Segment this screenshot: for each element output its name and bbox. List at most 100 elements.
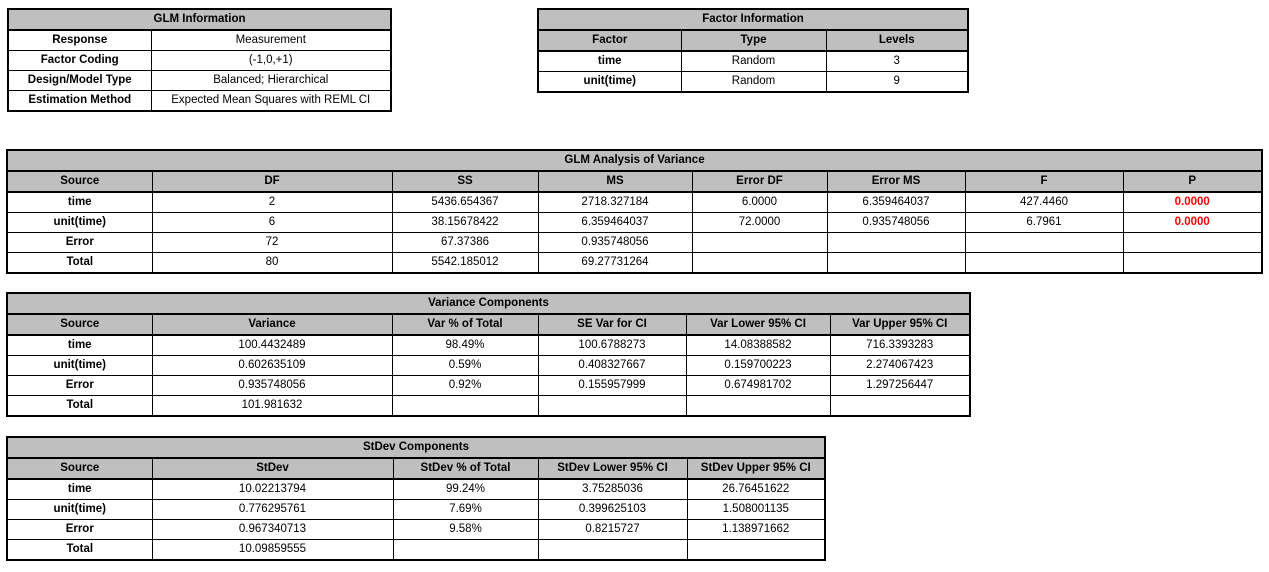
data-cell: Expected Mean Squares with REML CI [150, 90, 392, 112]
row-label-cell: unit(time) [6, 355, 153, 376]
data-cell [691, 232, 828, 253]
glm_anova-grid: GLM Analysis of Variance Source DF SS MS Erro… [6, 149, 1263, 274]
stdev_components-grid: StDev Components Source StDev StDev % of To… [6, 436, 826, 561]
factor_information-grid: Factor Information Factor Type Levels time Ra… [537, 8, 969, 93]
table-row: time 100.4432489 98.49% 100.6788273 14.08388… [6, 334, 971, 356]
data-cell: 0.967340713 [151, 519, 394, 540]
row-label-cell: time [6, 334, 153, 356]
data-cell: 0.0000 [1122, 191, 1263, 213]
data-cell [826, 232, 966, 253]
data-cell: 14.08388582 [685, 334, 831, 356]
data-cell: 1.138971662 [686, 519, 826, 540]
data-cell: 5542.185012 [391, 252, 539, 274]
column-header-cell: StDev [151, 457, 394, 480]
data-cell: 7.69% [392, 499, 539, 520]
data-cell: 1.297256447 [829, 375, 971, 396]
row-label-cell: Error [6, 375, 153, 396]
row-label-cell: time [6, 191, 153, 213]
data-cell: 0.59% [391, 355, 539, 376]
data-cell: 2718.327184 [537, 191, 693, 213]
data-cell: 2.274067423 [829, 355, 971, 376]
data-cell: 0.0000 [1122, 212, 1263, 233]
data-cell [829, 395, 971, 417]
column-header-cell: Var Lower 95% CI [685, 313, 831, 336]
data-cell: 3.75285036 [537, 478, 688, 500]
table-title: Factor Information [537, 8, 969, 31]
row-label-cell: time [537, 50, 682, 72]
column-header-cell: StDev Upper 95% CI [686, 457, 826, 480]
variance_components-grid: Variance Components Source Variance Var % o… [6, 292, 971, 417]
data-cell: 0.935748056 [826, 212, 966, 233]
row-label-cell: Estimation Method [7, 90, 152, 112]
column-header-cell: Error MS [826, 170, 966, 193]
variance-components-table: Variance Components Source Variance Var % o… [6, 292, 971, 417]
data-cell: 100.4432489 [151, 334, 393, 356]
row-label-cell: Design/Model Type [7, 70, 152, 91]
row-label-cell: Response [7, 29, 152, 51]
table-row: time Random 3 [537, 50, 969, 72]
table-row: Total 10.09859555 [6, 539, 826, 561]
glm_information-grid: GLM Information Response Measurement Factor… [7, 8, 392, 112]
data-cell: 0.602635109 [151, 355, 393, 376]
data-cell: 10.02213794 [151, 478, 394, 500]
table-title-row: Variance Components [6, 292, 971, 315]
column-header-cell: Error DF [691, 170, 828, 193]
data-cell: Random [680, 71, 827, 93]
row-label-cell: Error [6, 519, 153, 540]
data-cell [1122, 232, 1263, 253]
data-cell: Measurement [150, 29, 392, 51]
data-cell: 99.24% [392, 478, 539, 500]
table-row: unit(time) Random 9 [537, 71, 969, 93]
table-row: Error 0.935748056 0.92% 0.155957999 0.674981… [6, 375, 971, 396]
table-title: GLM Information [7, 8, 392, 31]
data-cell: 100.6788273 [537, 334, 687, 356]
data-cell: 6.359464037 [537, 212, 693, 233]
data-cell [826, 252, 966, 274]
table-row: Total 101.981632 [6, 395, 971, 417]
data-cell: 6.359464037 [826, 191, 966, 213]
row-label-cell: Factor Coding [7, 50, 152, 71]
data-cell: 72 [151, 232, 393, 253]
table-row: Error 72 67.37386 0.935748056 [6, 232, 1263, 253]
data-cell: 38.15678422 [391, 212, 539, 233]
table-title: GLM Analysis of Variance [6, 149, 1263, 172]
data-cell: 72.0000 [691, 212, 828, 233]
table-row: Error 0.967340713 9.58% 0.8215727 1.13897166… [6, 519, 826, 540]
data-cell: (-1,0,+1) [150, 50, 392, 71]
column-header-row: Factor Type Levels [537, 29, 969, 52]
data-cell [691, 252, 828, 274]
data-cell: 9.58% [392, 519, 539, 540]
data-cell: 1.508001135 [686, 499, 826, 520]
data-cell: 0.776295761 [151, 499, 394, 520]
table-row: time 2 5436.654367 2718.327184 6.0000 6.35946… [6, 191, 1263, 213]
table-row: time 10.02213794 99.24% 3.75285036 26.764516… [6, 478, 826, 500]
column-header-cell: StDev Lower 95% CI [537, 457, 688, 480]
glm-information-table: GLM Information Response Measurement Factor… [7, 8, 392, 112]
data-cell [964, 252, 1124, 274]
row-label-cell: unit(time) [6, 212, 153, 233]
data-cell: 0.159700223 [685, 355, 831, 376]
data-cell: 9 [825, 71, 969, 93]
table-row: Estimation Method Expected Mean Squares w… [7, 90, 392, 112]
data-cell: 6.7961 [964, 212, 1124, 233]
row-label-cell: Error [6, 232, 153, 253]
column-header-cell: Var % of Total [391, 313, 539, 336]
data-cell [391, 395, 539, 417]
column-header-cell: Source [6, 313, 153, 336]
data-cell: 26.76451622 [686, 478, 826, 500]
column-header-row: Source StDev StDev % of Total StDev Lower 9… [6, 457, 826, 480]
data-cell: 3 [825, 50, 969, 72]
row-label-cell: time [6, 478, 153, 500]
column-header-row: Source DF SS MS Error DF Error MS F P [6, 170, 1263, 193]
column-header-cell: SS [391, 170, 539, 193]
column-header-cell: F [964, 170, 1124, 193]
data-cell: 716.3393283 [829, 334, 971, 356]
column-header-cell: MS [537, 170, 693, 193]
table-row: unit(time) 6 38.15678422 6.359464037 72.0000… [6, 212, 1263, 233]
data-cell: 0.674981702 [685, 375, 831, 396]
data-cell: 0.935748056 [151, 375, 393, 396]
data-cell: 6.0000 [691, 191, 828, 213]
data-cell [537, 539, 688, 561]
column-header-cell: Variance [151, 313, 393, 336]
